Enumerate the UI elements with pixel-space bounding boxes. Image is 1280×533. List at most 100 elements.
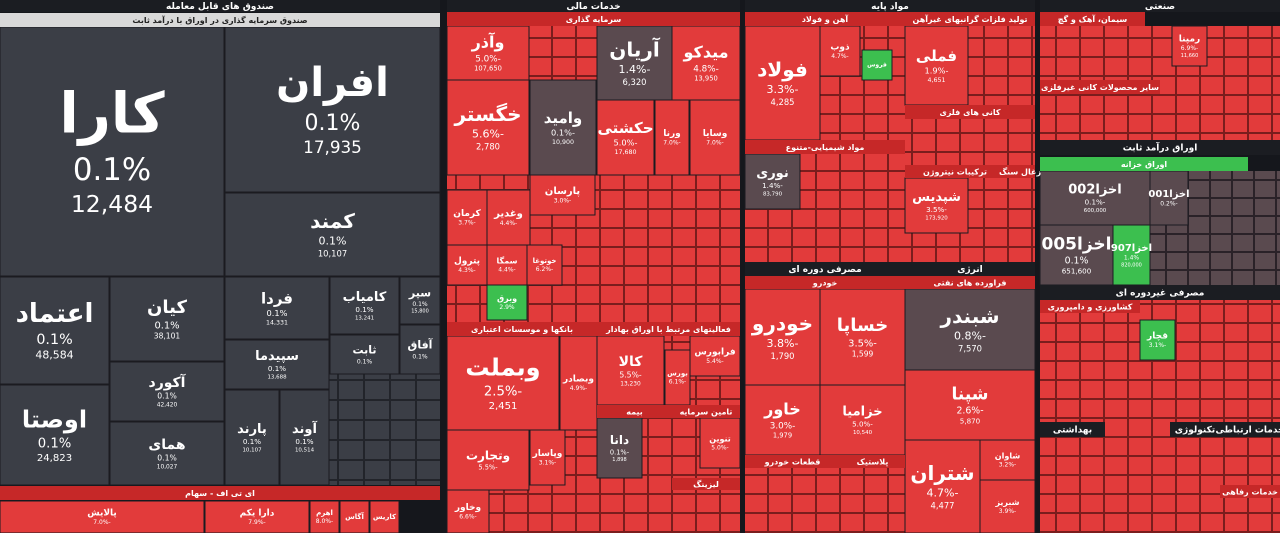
tile [744, 25, 821, 141]
section-title: کشاورزی و دامپروری [1048, 303, 1133, 312]
tile-value: 4,477 [931, 500, 955, 510]
tile-name: آریان [609, 36, 661, 61]
tile-value: 1,599 [852, 349, 874, 358]
section-header [1040, 300, 1140, 313]
section-title: قطعات خودرو [764, 458, 821, 467]
section-header [905, 12, 1035, 26]
tile [1112, 224, 1151, 286]
tile-change: -5.0% [852, 420, 873, 429]
tile-value: 10,514 [295, 448, 315, 454]
tile-change: -1.4% [762, 181, 783, 190]
tile [529, 429, 566, 486]
tile [309, 500, 340, 533]
tile [979, 479, 1036, 533]
tile-change: -5.5% [619, 371, 642, 380]
section-title: لیزینگ [693, 479, 719, 489]
tile-change: -3.5% [926, 205, 947, 214]
tile [596, 99, 655, 176]
tile-name: فولاد [757, 57, 808, 81]
tile [446, 79, 530, 176]
tile-name: افران [276, 60, 389, 106]
section-header [1040, 80, 1160, 94]
tile-value: 1,898 [612, 457, 626, 463]
section-header [1040, 157, 1248, 171]
tile [596, 417, 643, 479]
tile-name: اخزا002 [1068, 183, 1122, 198]
tile-change: -6.2% [536, 266, 553, 273]
tile-change: -3.0% [770, 421, 796, 431]
tile [744, 153, 801, 210]
tile-name: پالایش [87, 509, 117, 519]
section-title: ای تی اف - سهام [185, 489, 255, 498]
tile [979, 439, 1036, 481]
tile-value: 10,027 [157, 465, 178, 471]
section-header [745, 12, 905, 26]
tile-change: -0.1% [551, 127, 575, 137]
tile [329, 276, 400, 335]
section-header [745, 0, 1035, 12]
tile-change: -0.2% [1160, 201, 1177, 208]
tile-name: ذوب [830, 43, 850, 53]
tile-name: فرابورس [694, 348, 735, 358]
tile [529, 79, 597, 176]
tile-name: نوری [756, 166, 788, 181]
tile-name: اعتماد [16, 299, 94, 329]
tile [224, 276, 330, 340]
tile [526, 244, 563, 286]
section-title: انرژی [957, 265, 983, 275]
tile-change: 0.1% [73, 152, 151, 188]
tile [0, 500, 205, 533]
tile-change: -3.9% [999, 508, 1016, 515]
tile-change: -7.0% [663, 140, 680, 147]
tile-value: 38,101 [154, 331, 181, 340]
tile [224, 339, 330, 390]
tile [224, 389, 280, 486]
tile-name: وتجارت [466, 448, 510, 463]
tile-name: شپدیس [912, 190, 961, 205]
tile-change: -3.2% [999, 461, 1016, 468]
tile-value: 83,790 [763, 192, 783, 198]
tile [399, 324, 441, 375]
tile-change: -3.8% [767, 337, 799, 350]
tile-name: آوند [292, 420, 317, 437]
tile [819, 288, 906, 386]
tile-value: 13,230 [620, 382, 641, 388]
tile-name: وغدیر [493, 209, 523, 220]
tile [109, 276, 225, 362]
tile-name: کارا [59, 81, 164, 146]
tile-name: دارا یکم [240, 509, 275, 519]
tile-name: پارسان [545, 186, 581, 197]
tile-value: 1,979 [773, 431, 792, 439]
tile-change: 0.1% [412, 353, 428, 360]
tile-name: رمپنا [1179, 35, 1200, 45]
tile-name: سپر [408, 287, 431, 300]
tile-name: کرمان [453, 209, 481, 219]
tile-value: 10,540 [853, 430, 873, 436]
tile [904, 369, 1036, 441]
section-header [905, 262, 1035, 276]
tile [596, 25, 673, 101]
tile-change: -7.0% [706, 140, 723, 147]
section-header [745, 262, 905, 276]
tile-value: 12,484 [71, 190, 153, 218]
section-header [1005, 165, 1035, 178]
tile [369, 500, 400, 533]
tile [699, 417, 741, 469]
tile-change: 0.1% [157, 454, 177, 463]
section-title: تکنولوژی [1175, 426, 1215, 436]
tile [339, 500, 370, 533]
tile-name: خوتوغا [533, 257, 557, 265]
tile-name: اهرم [316, 509, 333, 517]
tile-change: -5.0% [475, 54, 501, 64]
tile-value: 10,900 [552, 139, 574, 146]
tile-value: 2,780 [476, 141, 500, 151]
tile-change: -4.7% [831, 53, 848, 60]
tile-value: 10,107 [318, 248, 347, 258]
tile-change: 0.1% [154, 320, 179, 331]
tile [904, 439, 981, 533]
tile-change: -3.1% [1149, 342, 1166, 349]
tile-change: 1.4% [1124, 255, 1140, 262]
tile-change: -7.9% [248, 519, 265, 526]
